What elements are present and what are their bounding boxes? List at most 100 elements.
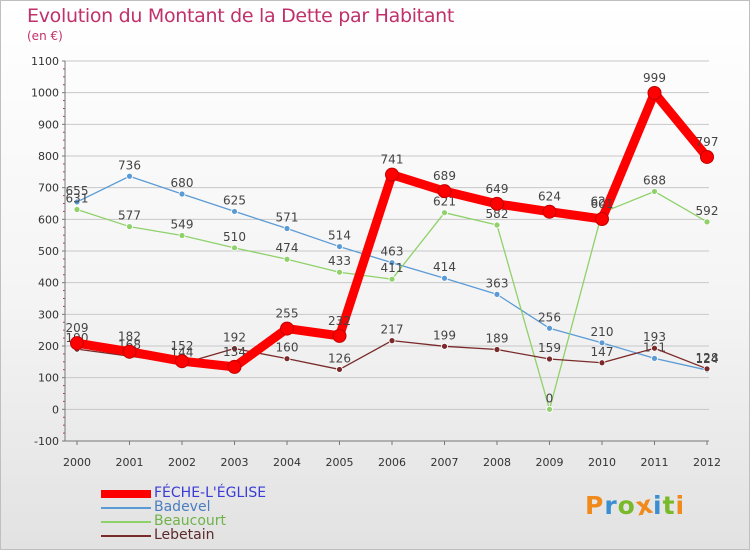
data-point-beaucourt xyxy=(493,221,501,229)
data-point-lebetain xyxy=(546,355,553,363)
data-point-beaucourt xyxy=(388,275,396,283)
data-label-badevel: 514 xyxy=(328,229,351,243)
data-label-lebetain: 128 xyxy=(696,351,719,365)
data-label-badevel: 625 xyxy=(223,193,246,207)
x-tick-label: 2007 xyxy=(431,456,459,469)
y-tick-label: 800 xyxy=(38,150,59,163)
data-label-f-che-l-glise: 797 xyxy=(696,135,719,149)
data-point-f-che-l-glise xyxy=(490,196,504,211)
data-point-badevel xyxy=(178,190,186,198)
data-point-badevel xyxy=(493,290,501,298)
data-point-lebetain xyxy=(651,344,658,352)
logo-letter: o xyxy=(617,491,636,520)
data-point-beaucourt xyxy=(441,209,448,217)
data-label-badevel: 124 xyxy=(696,352,719,366)
data-label-lebetain: 192 xyxy=(223,331,246,345)
data-point-badevel xyxy=(598,339,606,347)
data-label-f-che-l-glise: 134 xyxy=(223,345,246,359)
data-point-beaucourt xyxy=(231,244,238,252)
data-label-f-che-l-glise: 255 xyxy=(276,307,299,321)
data-point-f-che-l-glise xyxy=(227,359,242,374)
legend-label: Badevel xyxy=(154,499,211,515)
x-tick-label: 2002 xyxy=(168,456,196,469)
data-point-badevel xyxy=(336,243,343,250)
data-point-badevel xyxy=(546,324,553,332)
data-point-beaucourt xyxy=(336,268,343,276)
data-label-beaucourt: 0 xyxy=(546,391,554,405)
data-point-f-che-l-glise xyxy=(385,167,399,182)
data-label-badevel: 571 xyxy=(276,211,299,225)
data-point-badevel xyxy=(126,172,133,180)
y-tick-label: 200 xyxy=(38,340,59,353)
data-label-lebetain: 147 xyxy=(591,345,614,359)
x-tick-label: 2006 xyxy=(378,456,406,469)
data-label-f-che-l-glise: 209 xyxy=(66,321,89,335)
x-tick-label: 2011 xyxy=(641,456,669,469)
data-point-f-che-l-glise xyxy=(595,212,609,227)
data-label-f-che-l-glise: 689 xyxy=(433,169,456,183)
data-label-badevel: 680 xyxy=(171,176,194,190)
x-tick-label: 2004 xyxy=(273,456,301,469)
y-tick-label: 300 xyxy=(38,308,59,321)
data-point-f-che-l-glise xyxy=(332,328,347,343)
logo-letter: i xyxy=(675,491,686,520)
data-label-f-che-l-glise: 152 xyxy=(171,339,194,353)
data-label-beaucourt: 549 xyxy=(171,217,194,231)
x-tick-label: 2001 xyxy=(116,456,144,469)
data-point-lebetain xyxy=(703,365,711,373)
y-tick-label: 500 xyxy=(38,245,59,258)
x-tick-label: 2010 xyxy=(588,456,616,469)
data-point-lebetain xyxy=(336,366,343,373)
legend-swatch xyxy=(101,521,151,523)
proxiti-logo: Proxiti xyxy=(585,490,686,522)
data-point-badevel xyxy=(441,274,448,282)
legend-swatch xyxy=(101,535,151,537)
data-label-lebetain: 160 xyxy=(276,341,299,355)
x-tick-label: 2000 xyxy=(63,456,91,469)
data-point-beaucourt xyxy=(178,232,186,239)
y-tick-label: 400 xyxy=(38,277,59,290)
data-label-f-che-l-glise: 649 xyxy=(486,182,509,196)
data-label-beaucourt: 592 xyxy=(696,204,719,218)
legend-label: FÉCHE-L'ÉGLISE xyxy=(154,485,267,501)
data-label-beaucourt: 621 xyxy=(433,195,456,209)
data-point-badevel xyxy=(651,354,658,362)
data-point-beaucourt xyxy=(546,405,553,413)
data-point-lebetain xyxy=(493,346,501,353)
data-point-badevel xyxy=(283,225,291,232)
x-tick-label: 2012 xyxy=(693,456,721,469)
x-tick-label: 2003 xyxy=(221,456,249,469)
data-point-beaucourt xyxy=(73,206,81,213)
data-point-lebetain xyxy=(441,342,448,350)
legend-label: Lebetain xyxy=(154,527,215,543)
data-label-badevel: 736 xyxy=(118,158,141,172)
legend-swatch xyxy=(101,490,151,498)
data-point-beaucourt xyxy=(283,255,291,263)
data-label-beaucourt: 474 xyxy=(276,241,299,255)
data-label-badevel: 414 xyxy=(433,260,456,274)
data-label-badevel: 363 xyxy=(486,276,509,290)
data-point-f-che-l-glise xyxy=(280,321,294,336)
data-label-badevel: 463 xyxy=(381,245,404,259)
data-point-f-che-l-glise xyxy=(647,85,662,100)
data-point-badevel xyxy=(231,208,238,215)
data-label-lebetain: 159 xyxy=(538,341,561,355)
data-label-beaucourt: 688 xyxy=(643,173,666,187)
data-label-f-che-l-glise: 232 xyxy=(328,314,351,328)
data-label-badevel: 655 xyxy=(66,184,89,198)
data-label-badevel: 210 xyxy=(591,325,614,339)
data-label-f-che-l-glise: 624 xyxy=(538,190,561,204)
data-label-beaucourt: 433 xyxy=(328,254,351,268)
data-point-f-che-l-glise xyxy=(700,149,714,164)
x-tick-label: 2009 xyxy=(536,456,564,469)
legend-swatch xyxy=(101,507,151,509)
y-tick-label: 1000 xyxy=(31,87,59,100)
data-label-f-che-l-glise: 741 xyxy=(381,153,404,167)
data-label-beaucourt: 582 xyxy=(486,207,509,221)
data-point-badevel xyxy=(388,259,396,267)
chart-title: Evolution du Montant de la Dette par Hab… xyxy=(27,5,455,27)
data-label-f-che-l-glise: 601 xyxy=(591,197,614,211)
y-tick-label: 700 xyxy=(38,182,59,195)
